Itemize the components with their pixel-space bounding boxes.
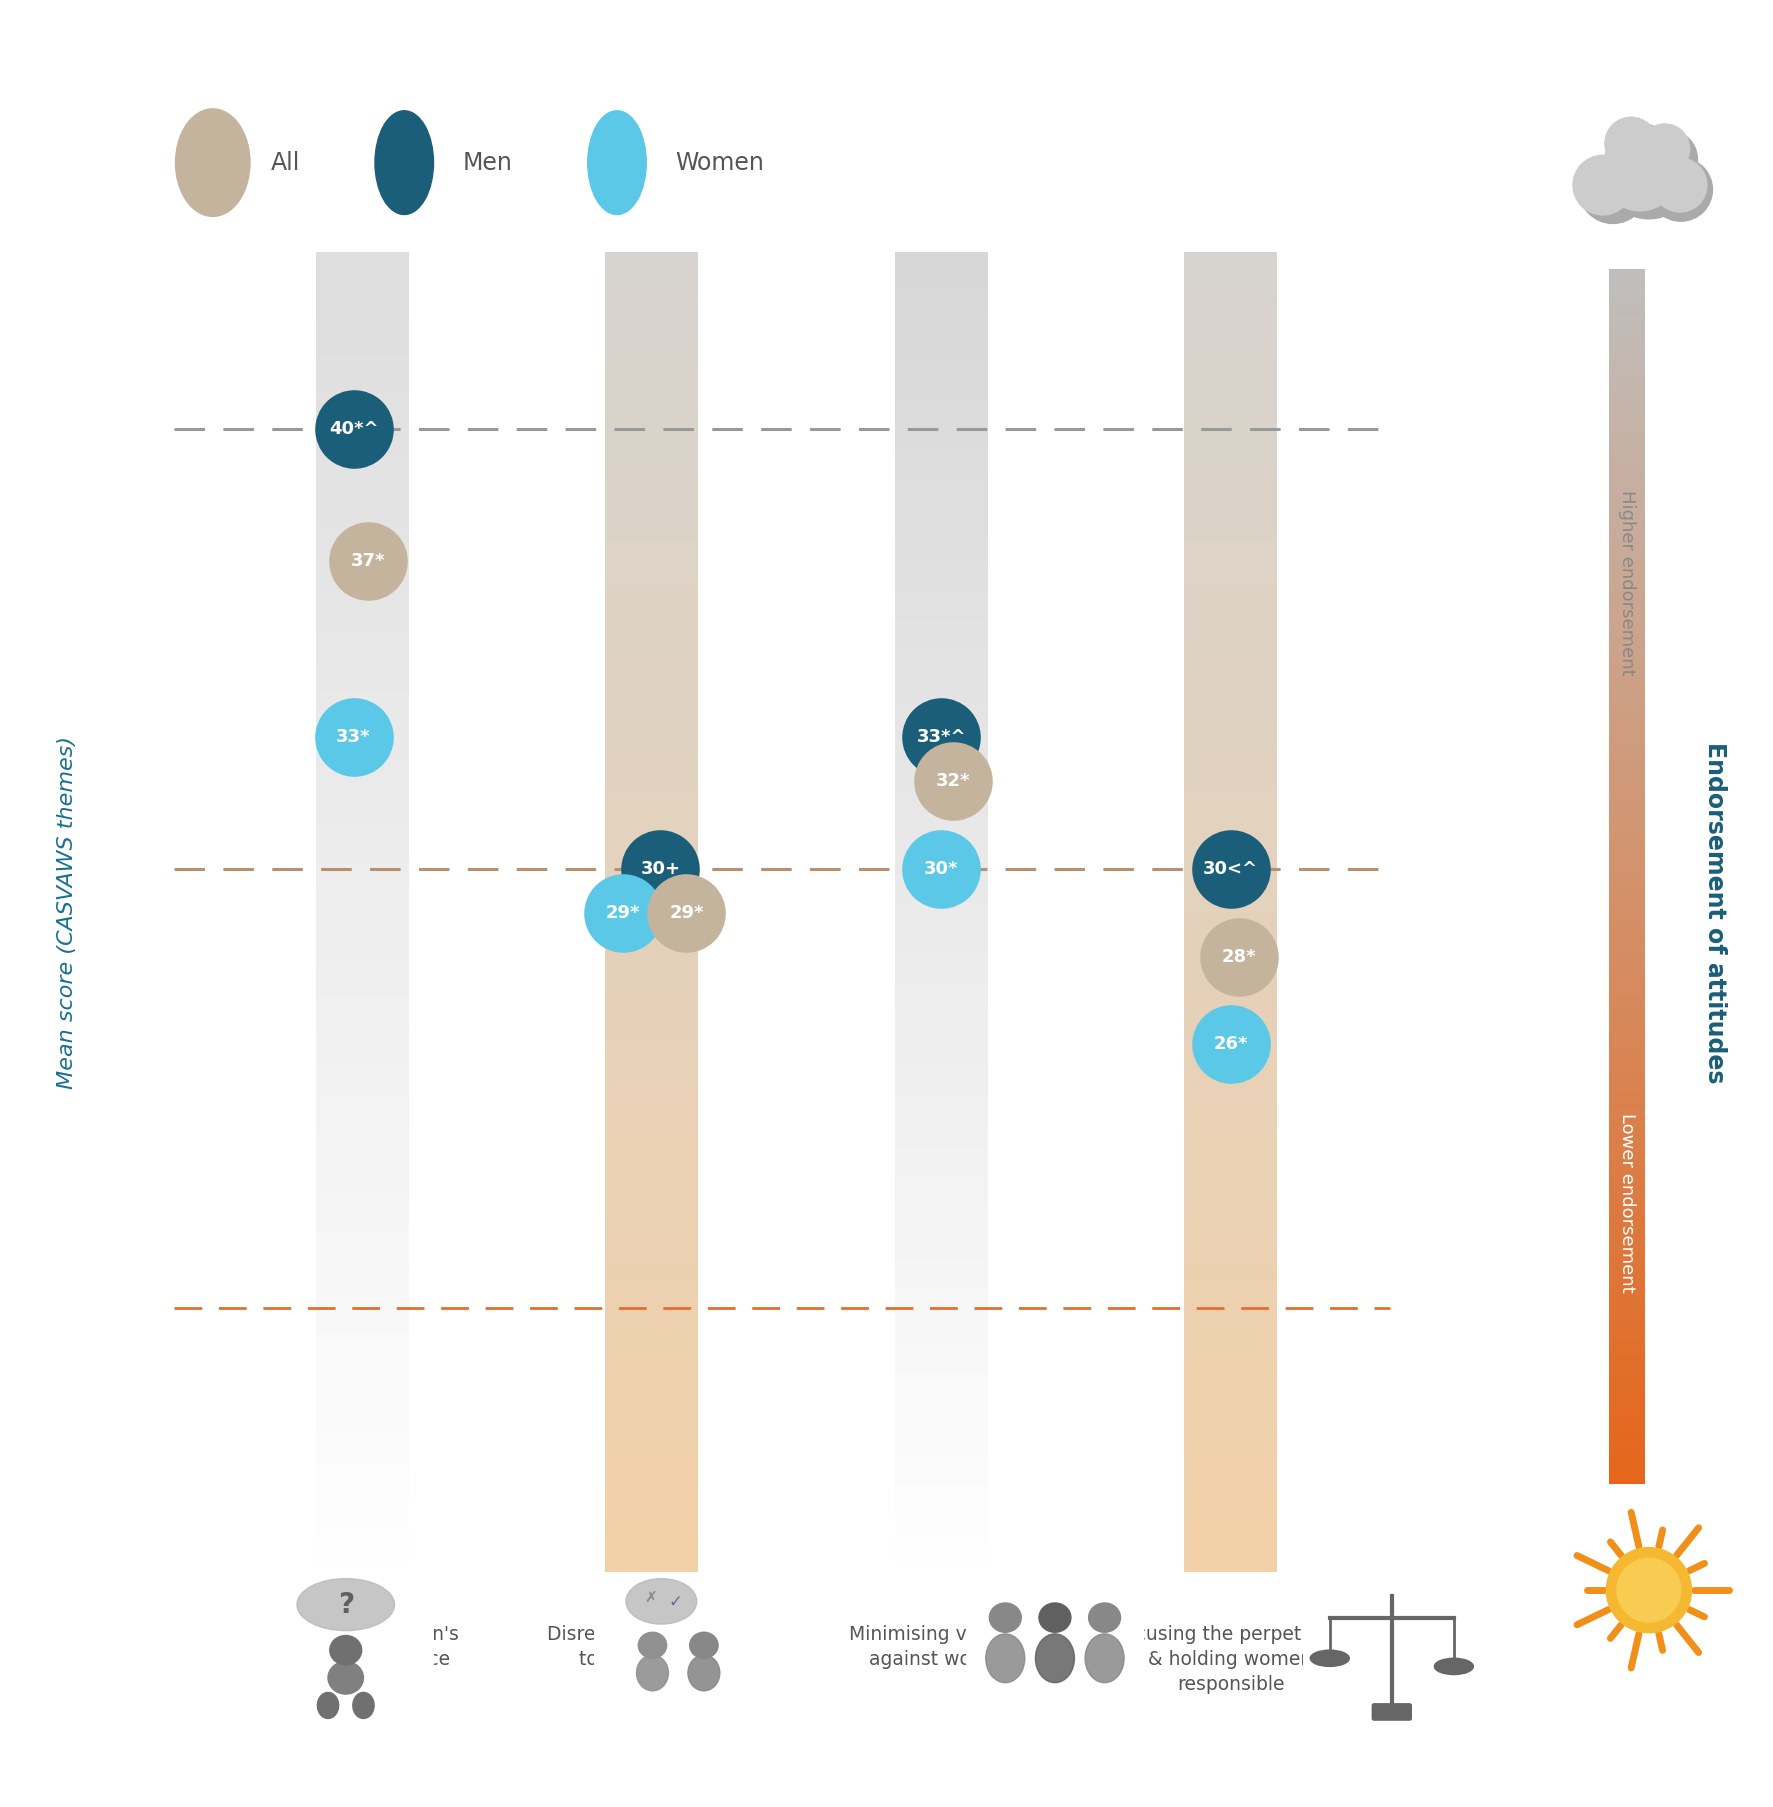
Text: ?: ? xyxy=(337,1590,355,1619)
Ellipse shape xyxy=(1035,1634,1074,1682)
Text: 26*: 26* xyxy=(1213,1035,1248,1053)
Ellipse shape xyxy=(986,1634,1025,1682)
Ellipse shape xyxy=(587,110,645,215)
Ellipse shape xyxy=(1434,1659,1473,1675)
Ellipse shape xyxy=(374,110,434,215)
Text: 37*: 37* xyxy=(351,551,385,569)
Text: Endorsement of attitudes: Endorsement of attitudes xyxy=(1704,743,1727,1082)
Text: 30*: 30* xyxy=(924,860,959,878)
Ellipse shape xyxy=(1085,1634,1124,1682)
Point xyxy=(927,723,956,752)
Point xyxy=(608,898,637,927)
Point xyxy=(355,546,383,575)
Text: Higher endorsement: Higher endorsement xyxy=(1617,490,1636,676)
Point xyxy=(938,766,966,795)
Text: Minimising violence
against women: Minimising violence against women xyxy=(849,1624,1034,1670)
Ellipse shape xyxy=(688,1655,720,1691)
Circle shape xyxy=(1039,1603,1071,1632)
Ellipse shape xyxy=(317,1693,339,1718)
Point xyxy=(339,414,367,443)
Circle shape xyxy=(1640,130,1697,188)
Text: Excusing the perpetrator
& holding women
responsible: Excusing the perpetrator & holding women… xyxy=(1113,1624,1347,1693)
Ellipse shape xyxy=(1310,1650,1349,1666)
Circle shape xyxy=(330,1635,362,1664)
Circle shape xyxy=(1089,1603,1121,1632)
Text: Women: Women xyxy=(676,150,764,175)
Circle shape xyxy=(1617,1558,1681,1623)
Circle shape xyxy=(1640,125,1690,173)
Text: 28*: 28* xyxy=(1222,947,1257,965)
Text: 33*: 33* xyxy=(337,728,371,746)
Point xyxy=(1225,941,1254,970)
Point xyxy=(645,855,674,884)
Circle shape xyxy=(1649,157,1713,220)
Text: ✓: ✓ xyxy=(668,1592,683,1610)
Text: ✗: ✗ xyxy=(644,1590,658,1606)
Circle shape xyxy=(989,1603,1021,1632)
Circle shape xyxy=(1652,159,1707,211)
Circle shape xyxy=(690,1632,718,1659)
Text: 40*^: 40*^ xyxy=(328,419,378,437)
Circle shape xyxy=(1606,1547,1691,1634)
Point xyxy=(339,723,367,752)
Text: 33*^: 33*^ xyxy=(917,728,966,746)
Circle shape xyxy=(1610,123,1672,184)
Text: Mistrusting women's
reports of violence: Mistrusting women's reports of violence xyxy=(266,1624,459,1670)
FancyBboxPatch shape xyxy=(1372,1704,1411,1720)
Text: Disregarding the need
to gain consent: Disregarding the need to gain consent xyxy=(546,1624,757,1670)
Text: All: All xyxy=(271,150,301,175)
Point xyxy=(672,898,700,927)
Circle shape xyxy=(1605,128,1693,219)
Text: 29*: 29* xyxy=(605,904,640,922)
Ellipse shape xyxy=(353,1693,374,1718)
Text: 30<^: 30<^ xyxy=(1204,860,1259,878)
Ellipse shape xyxy=(328,1662,363,1695)
Text: 32*: 32* xyxy=(936,772,970,790)
Text: Mean score (CASVAWS themes): Mean score (CASVAWS themes) xyxy=(57,735,78,1090)
Ellipse shape xyxy=(296,1579,395,1630)
Point xyxy=(1216,855,1245,884)
Circle shape xyxy=(638,1632,667,1659)
Text: Lower endorsement: Lower endorsement xyxy=(1617,1113,1636,1292)
Ellipse shape xyxy=(637,1655,668,1691)
Ellipse shape xyxy=(626,1579,697,1624)
Circle shape xyxy=(1601,134,1679,211)
Text: Men: Men xyxy=(463,150,512,175)
Ellipse shape xyxy=(176,108,250,217)
Circle shape xyxy=(1605,117,1658,170)
Circle shape xyxy=(1580,155,1647,224)
Text: 30+: 30+ xyxy=(640,860,681,878)
Text: 29*: 29* xyxy=(668,904,704,922)
Point xyxy=(1216,1030,1245,1059)
Circle shape xyxy=(1573,155,1633,215)
Point xyxy=(927,855,956,884)
